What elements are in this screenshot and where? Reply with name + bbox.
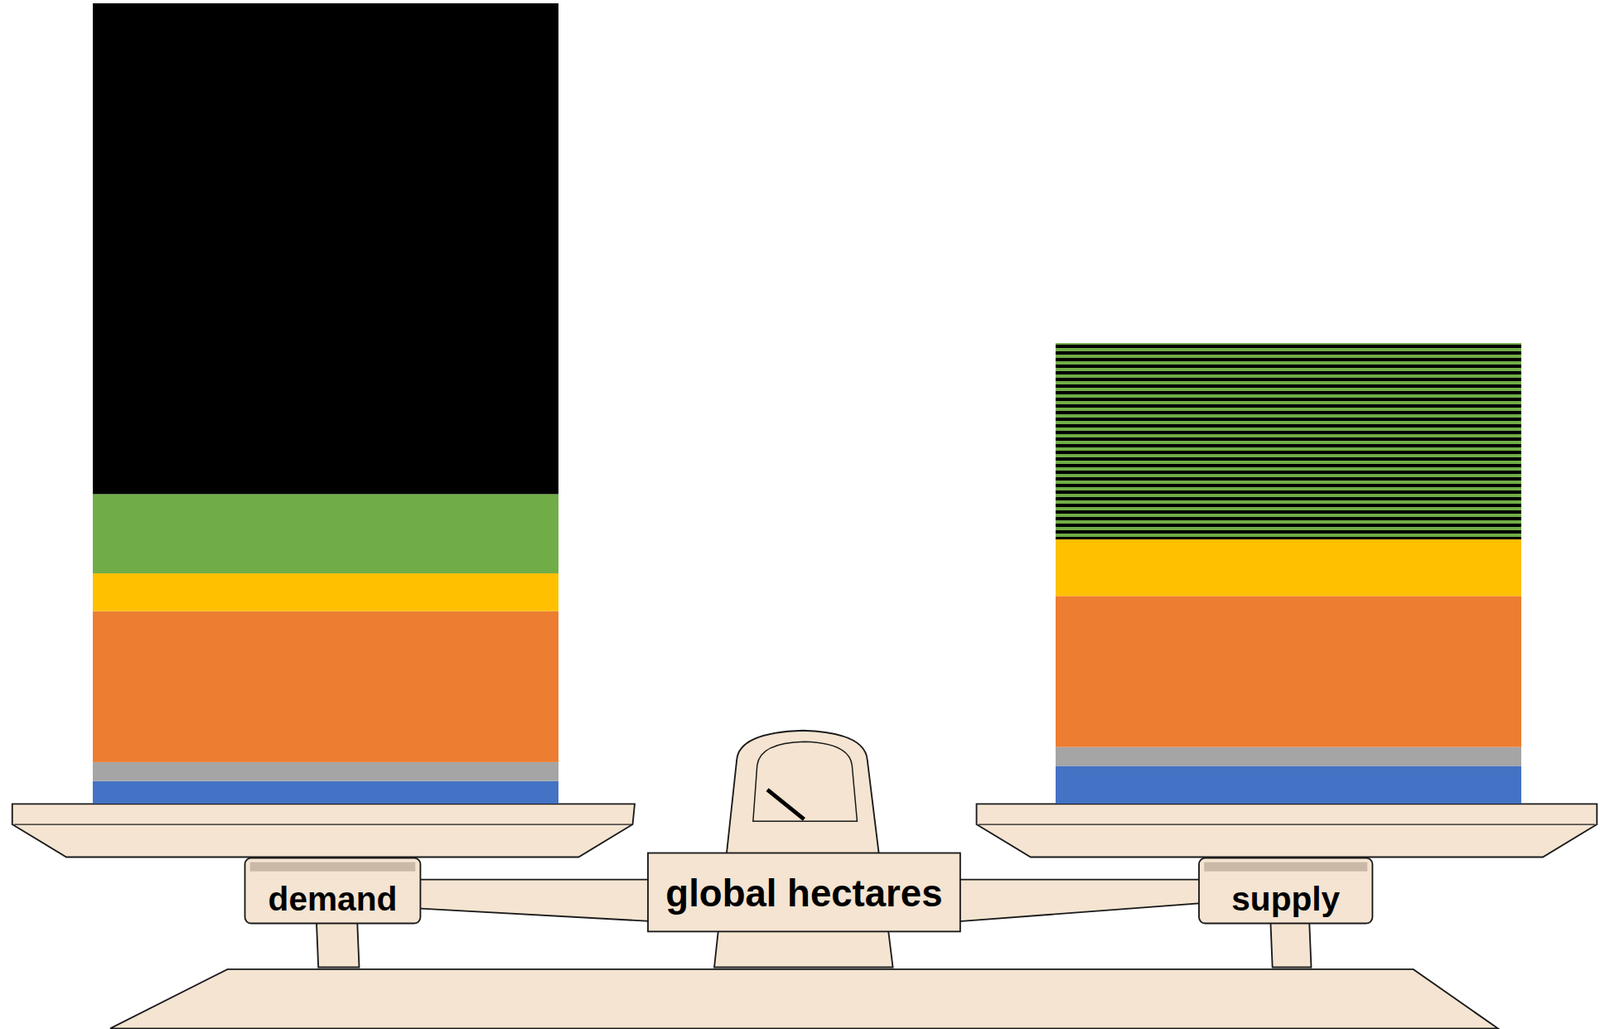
pan-label-box [1198,858,1373,924]
chart-root: global hectares demand supply [0,0,1600,1029]
scale-dial [753,741,858,822]
pan-label-strip [250,862,416,872]
scale-needle [767,789,804,820]
scale-pan [12,803,635,857]
scale-post [1270,918,1311,967]
bar-segment [92,611,559,763]
scale-post [316,918,360,967]
bar-segment [1055,747,1522,767]
bar-segment [1055,343,1522,540]
bar-segment [1055,539,1522,596]
bar-segment [92,493,559,574]
bar-segment [92,3,559,494]
title-box [647,853,961,933]
bars [92,3,1522,804]
pan-label-box [245,858,421,924]
scale-base [110,969,1499,1029]
scale-pan-edge [978,823,1596,825]
category-label: demand [268,879,398,919]
bar-segment [92,781,559,804]
bar-segment [1055,765,1522,804]
scale-pan [976,803,1598,857]
bar-segment [1055,595,1522,747]
title: global hectares [665,872,943,915]
balance-scale: global hectares demand supply [12,730,1598,1029]
category-label: supply [1231,879,1340,919]
pan-label-strip [1203,862,1368,872]
bar-segment [92,573,559,612]
scale-pan-edge [14,823,633,825]
bar-segment [92,762,559,782]
